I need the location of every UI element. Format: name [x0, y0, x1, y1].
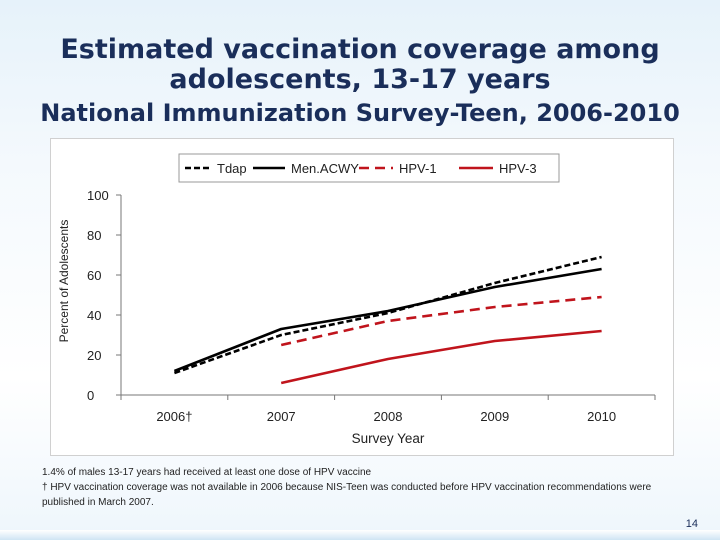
- x-tick-label: 2010: [587, 409, 616, 424]
- chart-panel: 0 20 40 60 80 100 2006† 2007 2008 2009 2010 Survey …: [50, 138, 674, 456]
- y-axis-title: Percent of Adolescents: [57, 220, 71, 343]
- page-number: 14: [685, 518, 698, 530]
- footnote-hpv-males: 1.4% of males 13-17 years had received a…: [42, 467, 372, 478]
- legend-label: HPV-3: [499, 161, 537, 176]
- y-tick-label: 40: [87, 308, 101, 323]
- line-chart: 0 20 40 60 80 100 2006† 2007 2008 2009 2010 Survey …: [57, 153, 656, 446]
- x-tick-label: 2007: [267, 409, 296, 424]
- slide-title-line-2: adolescents, 13-17 years: [169, 64, 551, 95]
- x-axis-title: Survey Year: [352, 431, 425, 446]
- x-tick-label: 2009: [480, 409, 509, 424]
- y-tick-label: 20: [87, 348, 101, 363]
- y-tick-label: 80: [87, 228, 101, 243]
- series-line-hpv-3: [280, 329, 602, 385]
- bottom-decoration: [0, 530, 720, 540]
- legend-box: [178, 153, 560, 183]
- legend-label: Tdap: [217, 161, 247, 176]
- y-tick-label: 100: [87, 188, 109, 203]
- x-tick-label: 2006†: [156, 409, 192, 424]
- slide-title-line-1: Estimated vaccination coverage among: [60, 34, 660, 65]
- slide-subtitle: National Immunization Survey-Teen, 2006-…: [40, 99, 680, 127]
- y-tick-label: 0: [87, 388, 94, 403]
- footnote-hpv-2006: † HPV vaccination coverage was not avail…: [42, 482, 652, 508]
- legend-label: Men.ACWY: [291, 161, 359, 176]
- legend-label: HPV-1: [399, 161, 437, 176]
- series-line-men-acwy: [173, 267, 602, 373]
- series-line-tdap: [173, 255, 602, 375]
- series-line-hpv-1: [280, 295, 602, 347]
- y-tick-label: 60: [87, 268, 101, 283]
- x-tick-label: 2008: [374, 409, 403, 424]
